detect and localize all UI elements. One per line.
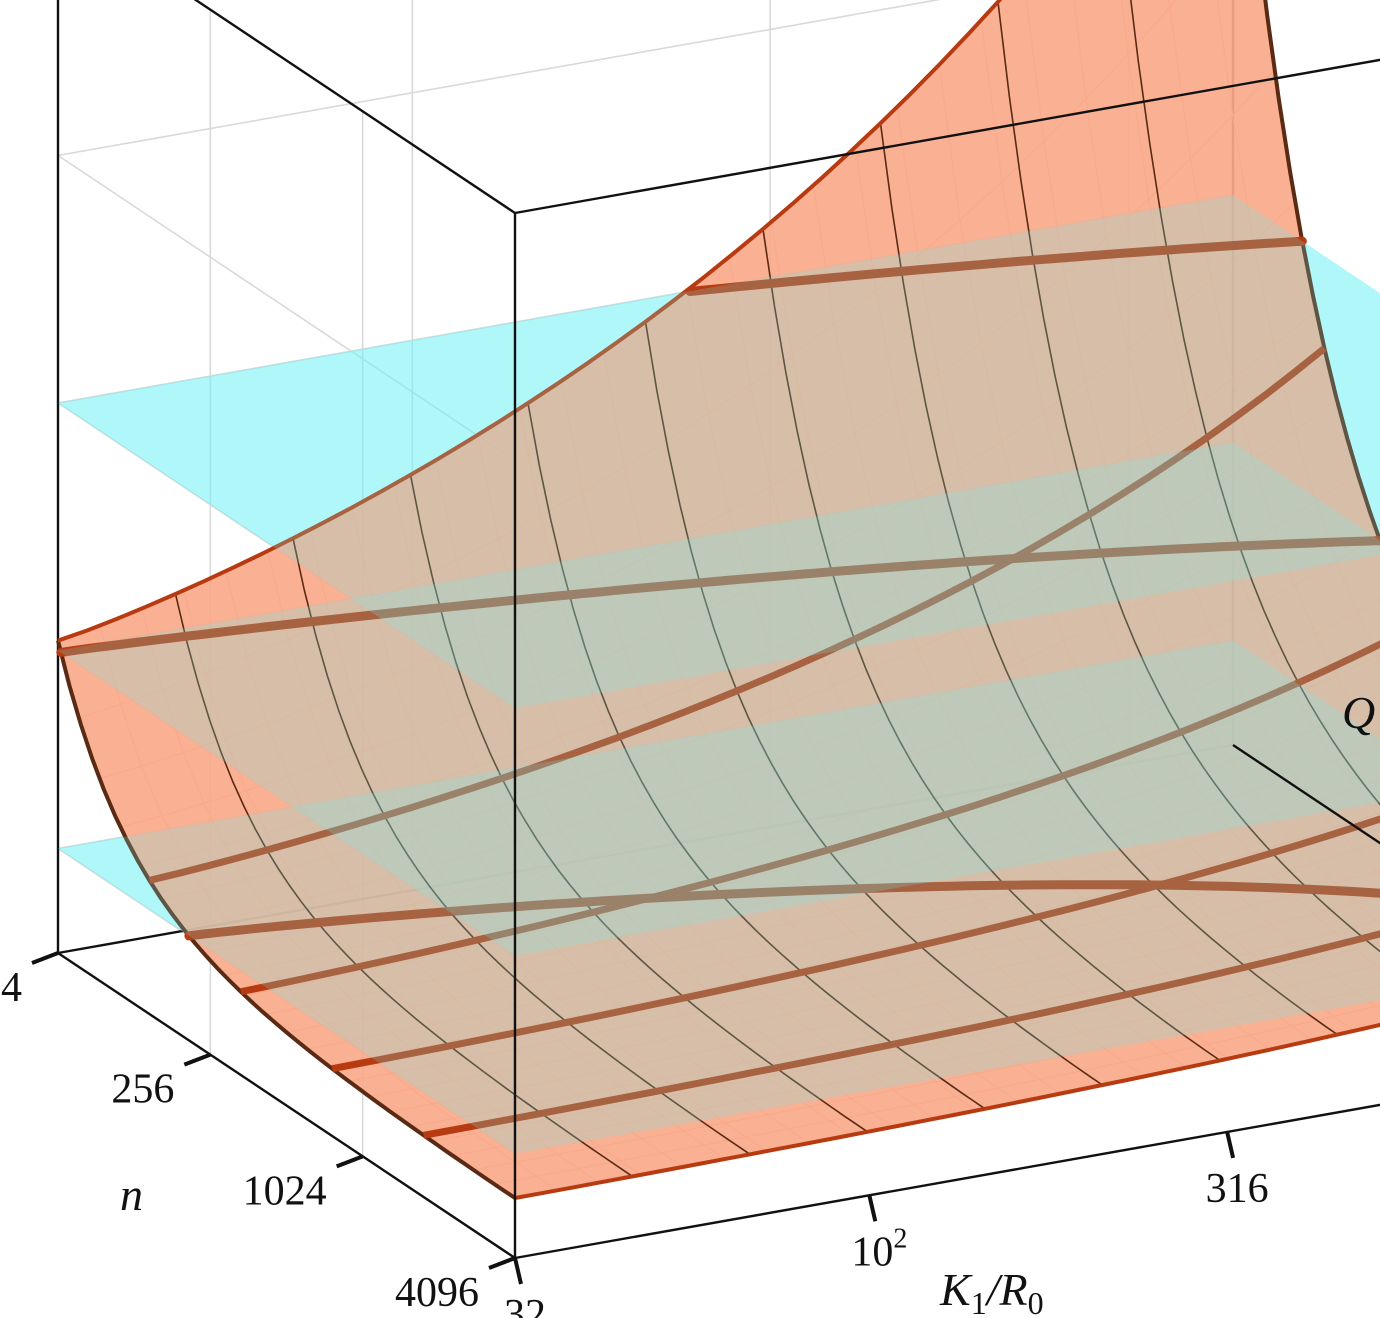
surface-cell-297: [1356, 599, 1380, 657]
n-tick-label-2: 1024: [243, 1168, 327, 1214]
x-tick-label-1: 102: [851, 1223, 907, 1275]
surface-meshline-n-5: [57, 0, 1003, 643]
x-tick-2: [1225, 1131, 1236, 1159]
n-tick-1: [183, 1052, 212, 1067]
surface-meshline-n-2: [331, 815, 1380, 1073]
surface-cell-376: [1376, 742, 1380, 749]
box-edge-front-2: [514, 58, 1380, 215]
x-tick-label-base-1: 10: [851, 1229, 893, 1275]
contour-100: [184, 880, 1380, 941]
box-edge-back-3: [193, 0, 516, 214]
reference-plane-overlay-1000: [58, 195, 1380, 708]
box-edge-front-5: [1232, 744, 1380, 845]
surface-meshline-x-7: [879, 123, 1338, 1036]
surface-cell-399: [1355, 779, 1380, 815]
surface-cell-479: [1375, 869, 1380, 875]
x-tick-label-0: 32: [504, 1292, 546, 1318]
surface-cell-348: [1356, 701, 1380, 745]
x-tick-label-exp-1: 2: [893, 1223, 907, 1254]
surface-meshline-x-8: [997, 1, 1380, 953]
surface-meshline-x-6: [762, 228, 1221, 1062]
x-axis-label: K1/R0: [939, 1264, 1044, 1318]
box-edge-back-4: [57, 952, 516, 1259]
contour-500: [56, 536, 1380, 657]
surface-meshline-x-2: [292, 538, 751, 1155]
surface-meshline-x-1: [174, 593, 633, 1178]
y-axis-label: n: [120, 1169, 143, 1220]
n-tick-2: [335, 1154, 364, 1169]
surface-meshline-n-1: [422, 930, 1380, 1139]
n-tick-0: [31, 951, 59, 965]
x-axis-label-sub2: 0: [1028, 1285, 1044, 1318]
x-tick-0: [513, 1257, 523, 1285]
x-tick-1: [867, 1194, 878, 1222]
n-tick-label-1: 256: [111, 1067, 174, 1113]
x-tick-label-2: 316: [1206, 1166, 1269, 1212]
surface-cell-580: [1374, 964, 1380, 970]
plot-box-front: [513, 58, 1380, 1260]
surface-meshline-x-4: [527, 402, 986, 1110]
surface-meshline-n-0: [514, 1022, 1380, 1200]
surface-cell-596: [1353, 985, 1380, 1008]
z-axis-label: Q: [1342, 687, 1375, 738]
x-axis-label-mid: /R: [984, 1264, 1028, 1315]
surface-cell-555: [1354, 942, 1380, 967]
n-tick-label-3: 4096: [395, 1270, 479, 1316]
surface-meshline-n-4: [148, 345, 1327, 884]
surface-meshline-x-9: [1130, 0, 1380, 806]
reference-plane-overlay-100: [58, 640, 1380, 1154]
reference-planes-front: [58, 195, 1380, 1154]
x-axis-label-main: K: [939, 1264, 973, 1315]
surface-meshline-x-10: [1263, 0, 1380, 547]
reference-plane-overlay-500: [58, 442, 1380, 956]
n-tick-3: [488, 1256, 516, 1270]
surface-cell-503: [1354, 895, 1380, 922]
surface-cell-451: [1355, 842, 1380, 872]
surface-meshline-x-3: [409, 474, 868, 1133]
surface-cell-609: [1374, 1005, 1380, 1011]
x-axis-label-sub1: 1: [971, 1285, 987, 1318]
surface-meshline-n-3: [240, 640, 1380, 996]
surface: [56, 0, 1380, 1200]
surface-meshline-x-0: [56, 640, 517, 1200]
n-tick-label-0: 64: [0, 965, 22, 1011]
box-edge-front-4: [514, 1103, 1380, 1260]
surface-meshline-x-5: [644, 321, 1103, 1086]
surface-cell-531: [1375, 919, 1380, 925]
contour-1000: [685, 236, 1307, 296]
